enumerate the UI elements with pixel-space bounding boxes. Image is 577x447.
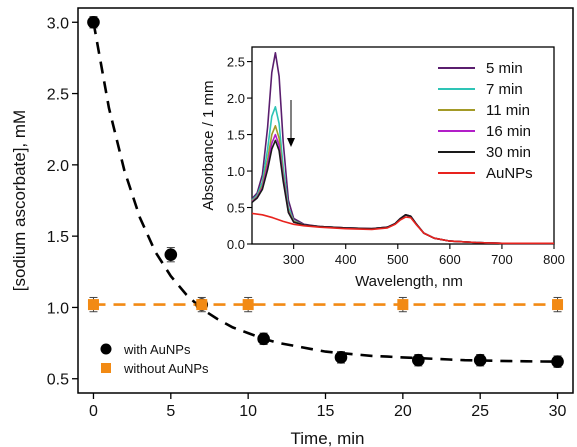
inset-chart: 300 400 500 600 700 800 0.0 0.5 1.0 1.5 2.0 2.5 Wave… [200, 46, 565, 290]
data-point-with-aunps [412, 353, 425, 367]
data-point-with-aunps [257, 332, 270, 346]
inset-x-tick-label: 500 [387, 252, 409, 267]
y-tick-label: 2.0 [47, 158, 69, 175]
inset-y-tick-label: 1.5 [227, 128, 245, 143]
fit-line [92, 22, 558, 363]
data-point-with-aunps [551, 355, 564, 368]
inset-legend-label: 16 min [486, 123, 531, 140]
data-point-with-aunps [164, 248, 178, 261]
data-point-without-aunps [552, 299, 564, 311]
legend-marker [101, 363, 111, 373]
inset-y-axis-label: Absorbance / 1 mm [200, 80, 217, 210]
y-tick-label: 3.0 [47, 15, 69, 32]
x-tick-label: 30 [549, 403, 567, 420]
data-point-without-aunps [397, 299, 409, 311]
inset-x-tick-label: 800 [543, 252, 565, 267]
data-point-without-aunps [242, 299, 254, 311]
data-point-without-aunps [87, 299, 99, 311]
x-axis-label: Time, min [291, 429, 365, 447]
inset-legend-label: 7 min [486, 81, 523, 98]
x-tick-label: 10 [239, 403, 257, 420]
inset-y-tick-label: 2.5 [227, 55, 245, 70]
x-tick-label: 5 [166, 403, 175, 420]
legend-label: with AuNPs [123, 342, 191, 357]
inset-plot-frame [251, 46, 555, 245]
y-tick-label: 0.5 [47, 372, 69, 389]
legend-label: without AuNPs [123, 361, 209, 376]
data-point-with-aunps [473, 353, 487, 367]
inset-legend-label: 11 min [486, 102, 530, 119]
y-tick-label: 1.0 [47, 300, 69, 317]
main-chart: 0 5 10 15 20 25 30 0.5 1.0 1.5 2.0 2.5 3.0 Time, min [… [10, 7, 574, 447]
inset-legend-label: 30 min [486, 144, 531, 161]
inset-legend-label: 5 min [486, 60, 523, 77]
inset-y-tick-label: 0.5 [227, 201, 245, 216]
x-tick-label: 25 [471, 403, 489, 420]
x-tick-label: 20 [394, 403, 412, 420]
inset-x-tick-label: 400 [335, 252, 357, 267]
y-tick-label: 2.5 [47, 87, 69, 104]
spectrum-line [251, 212, 554, 245]
data-point-with-aunps [87, 15, 100, 29]
inset-x-tick-label: 300 [283, 252, 305, 267]
inset-x-tick-label: 700 [491, 252, 513, 267]
inset-x-axis-label: Wavelength, nm [355, 273, 463, 290]
inset-y-tick-label: 1.0 [227, 164, 245, 179]
y-tick-label: 1.5 [47, 229, 69, 246]
inset-legend-label: AuNPs [486, 165, 533, 182]
data-point-with-aunps [334, 351, 348, 364]
x-tick-label: 15 [317, 403, 335, 420]
y-axis-label: [sodium ascorbate], mM [10, 110, 29, 291]
x-tick-label: 0 [89, 403, 98, 420]
legend-marker [100, 343, 112, 355]
data-point-without-aunps [196, 299, 208, 311]
inset-y-tick-label: 2.0 [227, 91, 245, 106]
decrease-arrow-head [287, 138, 295, 147]
inset-x-tick-label: 600 [439, 252, 461, 267]
inset-y-tick-label: 0.0 [227, 237, 245, 252]
